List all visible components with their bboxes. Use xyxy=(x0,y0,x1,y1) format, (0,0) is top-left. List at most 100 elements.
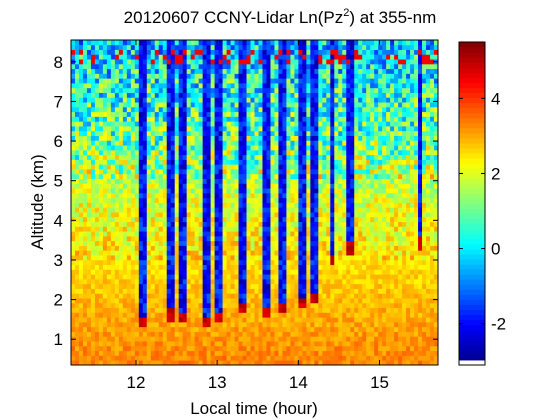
heatmap-cell xyxy=(110,221,116,227)
heatmap-cell xyxy=(102,178,108,184)
heatmap-cell xyxy=(318,106,323,113)
heatmap-cell xyxy=(342,255,347,261)
heatmap-cell xyxy=(238,78,243,84)
heatmap-cell xyxy=(322,102,327,108)
heatmap-cell xyxy=(226,264,231,270)
heatmap-cell xyxy=(170,44,176,50)
heatmap-cell xyxy=(350,149,355,156)
heatmap-cell xyxy=(278,216,283,223)
heatmap-cell xyxy=(322,183,327,189)
heatmap-cell xyxy=(154,259,160,266)
heatmap-cell xyxy=(362,226,367,232)
heatmap-cell xyxy=(322,302,327,309)
heatmap-cell xyxy=(342,40,347,46)
heatmap-cell xyxy=(326,321,331,328)
heatmap-cell xyxy=(130,255,136,261)
heatmap-cell xyxy=(222,154,227,160)
heatmap-cell xyxy=(174,44,180,50)
heatmap-cell xyxy=(362,240,367,246)
heatmap-cell xyxy=(342,345,347,352)
heatmap-cell xyxy=(206,278,212,285)
heatmap-cell xyxy=(90,326,96,332)
heatmap-cell xyxy=(270,183,275,189)
heatmap-cell xyxy=(362,269,367,275)
heatmap-cell xyxy=(350,350,355,356)
heatmap-cell xyxy=(286,159,291,165)
heatmap-cell xyxy=(158,345,164,352)
heatmap-cell xyxy=(214,278,219,285)
heatmap-cell xyxy=(146,341,152,347)
heatmap-cell xyxy=(238,178,243,184)
heatmap-cell xyxy=(294,192,299,199)
heatmap-cell xyxy=(166,63,172,70)
heatmap-cell xyxy=(170,68,176,74)
heatmap-cell xyxy=(302,173,307,179)
heatmap-cell xyxy=(334,288,339,294)
heatmap-cell xyxy=(178,259,184,266)
heatmap-cell xyxy=(286,250,291,256)
heatmap-cell xyxy=(162,302,168,309)
heatmap-cell xyxy=(166,68,172,74)
heatmap-cell xyxy=(318,97,323,103)
heatmap-cell xyxy=(122,326,128,332)
heatmap-cell xyxy=(98,202,104,208)
heatmap-cell xyxy=(330,102,335,108)
heatmap-cell xyxy=(274,336,279,342)
heatmap-cell xyxy=(338,126,343,132)
heatmap-cell xyxy=(178,350,184,356)
heatmap-cell xyxy=(334,259,339,266)
heatmap-cell xyxy=(110,240,116,246)
heatmap-cell xyxy=(218,302,223,309)
heatmap-cell xyxy=(234,40,239,46)
heatmap-cell xyxy=(178,92,184,98)
heatmap-cell xyxy=(110,212,116,218)
heatmap-cell xyxy=(234,264,239,270)
heatmap-cell xyxy=(134,341,140,347)
heatmap-cell xyxy=(134,116,140,122)
heatmap-cell xyxy=(302,226,307,232)
heatmap-cell xyxy=(198,264,204,270)
heatmap-cell xyxy=(98,312,104,318)
heatmap-cell xyxy=(174,212,180,218)
heatmap-cell xyxy=(266,245,271,251)
heatmap-cell xyxy=(82,226,88,232)
heatmap-cell xyxy=(234,341,239,347)
heatmap-cell xyxy=(74,278,80,285)
heatmap-cell xyxy=(182,298,188,304)
heatmap-cell xyxy=(346,341,351,347)
heatmap-cell xyxy=(71,326,76,332)
heatmap-cell xyxy=(166,202,172,208)
heatmap-cell xyxy=(94,321,100,328)
heatmap-cell xyxy=(146,221,152,227)
heatmap-cell xyxy=(210,317,216,323)
heatmap-cell xyxy=(98,326,104,332)
heatmap-cell xyxy=(266,130,271,136)
heatmap-cell xyxy=(230,264,235,270)
heatmap-cell xyxy=(206,63,212,70)
heatmap-cell xyxy=(106,231,112,237)
heatmap-cell xyxy=(74,245,80,251)
heatmap-cell xyxy=(342,106,347,113)
heatmap-cell xyxy=(330,92,335,98)
heatmap-cell xyxy=(234,192,239,199)
heatmap-cell xyxy=(74,116,80,122)
heatmap-cell xyxy=(298,307,303,313)
heatmap-cell xyxy=(334,49,339,55)
heatmap-cell xyxy=(178,159,184,165)
heatmap-cell xyxy=(210,164,216,170)
heatmap-cell xyxy=(206,355,212,361)
heatmap-cell xyxy=(310,278,315,285)
heatmap-cell xyxy=(222,312,227,318)
heatmap-cell xyxy=(150,326,156,332)
heatmap-cell xyxy=(154,326,160,332)
heatmap-cell xyxy=(122,293,128,299)
heatmap-cell xyxy=(322,202,327,208)
heatmap-cell xyxy=(114,235,120,242)
heatmap-cell xyxy=(314,169,319,175)
heatmap-cell xyxy=(90,293,96,299)
heatmap-cell xyxy=(182,269,188,275)
heatmap-cell xyxy=(354,183,359,189)
heatmap-cell xyxy=(71,40,76,46)
heatmap-cell xyxy=(334,278,339,285)
heatmap-cell xyxy=(358,355,363,361)
